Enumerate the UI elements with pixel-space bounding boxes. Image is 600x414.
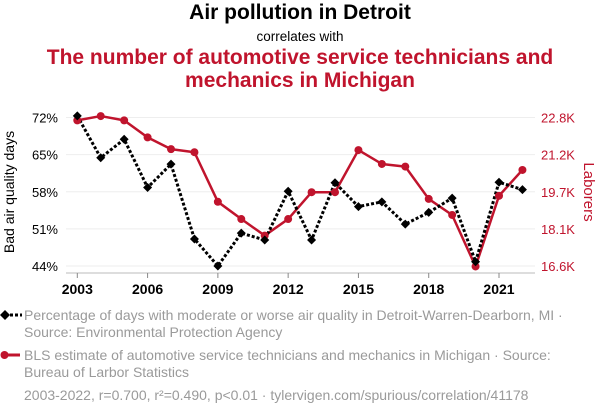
data-point-air-quality	[517, 185, 527, 195]
legend-marker-solid-circle-icon	[0, 351, 20, 359]
legend-label-technicians: BLS estimate of automotive service techn…	[24, 347, 551, 380]
data-point-air-quality	[236, 228, 246, 238]
data-point-air-quality	[143, 183, 153, 193]
y-tick-label-right: 18.1K	[541, 222, 575, 237]
data-point-air-quality	[353, 202, 363, 212]
data-point-technicians	[167, 145, 176, 154]
chart-svg: 72% 65% 58% 51% 44% 22.8K 21.2K 19.7K 18.1K 16.6K…	[1, 111, 597, 298]
legend-marker-dotted-diamond-icon	[0, 310, 22, 320]
y-axis-label-right: Laborers	[580, 162, 597, 221]
chart-title-secondary-text: The number of automotive service technic…	[46, 46, 554, 92]
chart-title: Air pollution in Detroit	[189, 1, 411, 24]
legend-label-air-quality: Percentage of days with moderate or wors…	[24, 307, 563, 340]
data-point-air-quality	[330, 178, 340, 188]
y-tick-label-left: 51%	[32, 222, 58, 237]
tick-labels: 72% 65% 58% 51% 44% 22.8K 21.2K 19.7K 18.1K 16.6K…	[32, 111, 575, 298]
data-point-air-quality	[424, 207, 434, 217]
data-point-technicians	[424, 194, 433, 203]
x-tick-label: 2006	[132, 281, 163, 297]
data-point-air-quality	[447, 193, 457, 203]
y-tick-label-right: 21.2K	[541, 148, 575, 163]
data-point-technicians	[354, 146, 363, 155]
x-tick-label: 2015	[343, 281, 374, 297]
data-point-air-quality	[283, 186, 293, 196]
axes	[66, 272, 535, 278]
y-tick-label-left: 58%	[32, 185, 58, 200]
footer-stats: 2003-2022, r=0.700, r²=0.490, p<0.01 · t…	[24, 387, 529, 403]
y-tick-label-left: 65%	[32, 148, 58, 163]
data-point-technicians	[495, 191, 503, 200]
chart-subtitle: correlates with	[256, 29, 344, 44]
y-tick-label-left: 44%	[32, 259, 58, 274]
data-point-air-quality	[213, 261, 223, 271]
series-lines	[75, 114, 524, 269]
data-point-technicians	[377, 159, 386, 168]
data-point-air-quality	[471, 257, 481, 267]
data-point-air-quality	[377, 197, 387, 207]
grid-lines	[66, 117, 535, 267]
data-point-technicians	[471, 262, 480, 271]
x-tick-label: 2018	[413, 281, 444, 297]
x-tick-label: 2021	[483, 281, 514, 297]
data-point-air-quality	[96, 153, 106, 163]
series-line-air-quality	[75, 115, 523, 269]
chart-title-secondary: The number of automotive service technic…	[0, 46, 600, 92]
x-tick-label: 2012	[273, 281, 304, 297]
data-point-air-quality	[260, 235, 270, 245]
data-point-technicians	[448, 210, 457, 219]
data-point-technicians	[307, 188, 316, 197]
x-tick-label: 2009	[202, 281, 233, 297]
data-point-technicians	[120, 116, 129, 125]
data-point-technicians	[213, 197, 222, 206]
series-line-technicians	[77, 114, 524, 268]
data-point-technicians	[518, 165, 527, 174]
y-axis-label-left: Bad air quality days	[1, 131, 17, 253]
data-point-technicians	[96, 112, 105, 121]
legend-item-technicians: BLS estimate of automotive service techn…	[0, 347, 584, 381]
data-point-air-quality	[72, 111, 82, 121]
data-point-air-quality	[400, 219, 410, 229]
data-point-technicians	[143, 133, 152, 142]
data-point-technicians	[284, 215, 293, 224]
data-point-technicians	[237, 215, 246, 224]
x-tick-label: 2003	[62, 281, 93, 297]
data-point-air-quality	[189, 234, 199, 244]
data-point-air-quality	[166, 159, 176, 169]
data-point-technicians	[331, 188, 340, 197]
data-point-air-quality	[119, 134, 129, 144]
data-point-technicians	[401, 162, 410, 171]
data-point-technicians	[190, 148, 199, 157]
y-tick-label-right: 19.7K	[541, 185, 575, 200]
legend-item-air-quality: Percentage of days with moderate or wors…	[0, 307, 584, 341]
y-tick-label-right: 22.8K	[541, 111, 575, 126]
y-tick-label-left: 72%	[32, 111, 58, 126]
y-tick-label-right: 16.6K	[541, 259, 575, 274]
data-point-air-quality	[307, 235, 317, 245]
series-markers	[72, 111, 527, 271]
data-point-air-quality	[494, 177, 504, 187]
